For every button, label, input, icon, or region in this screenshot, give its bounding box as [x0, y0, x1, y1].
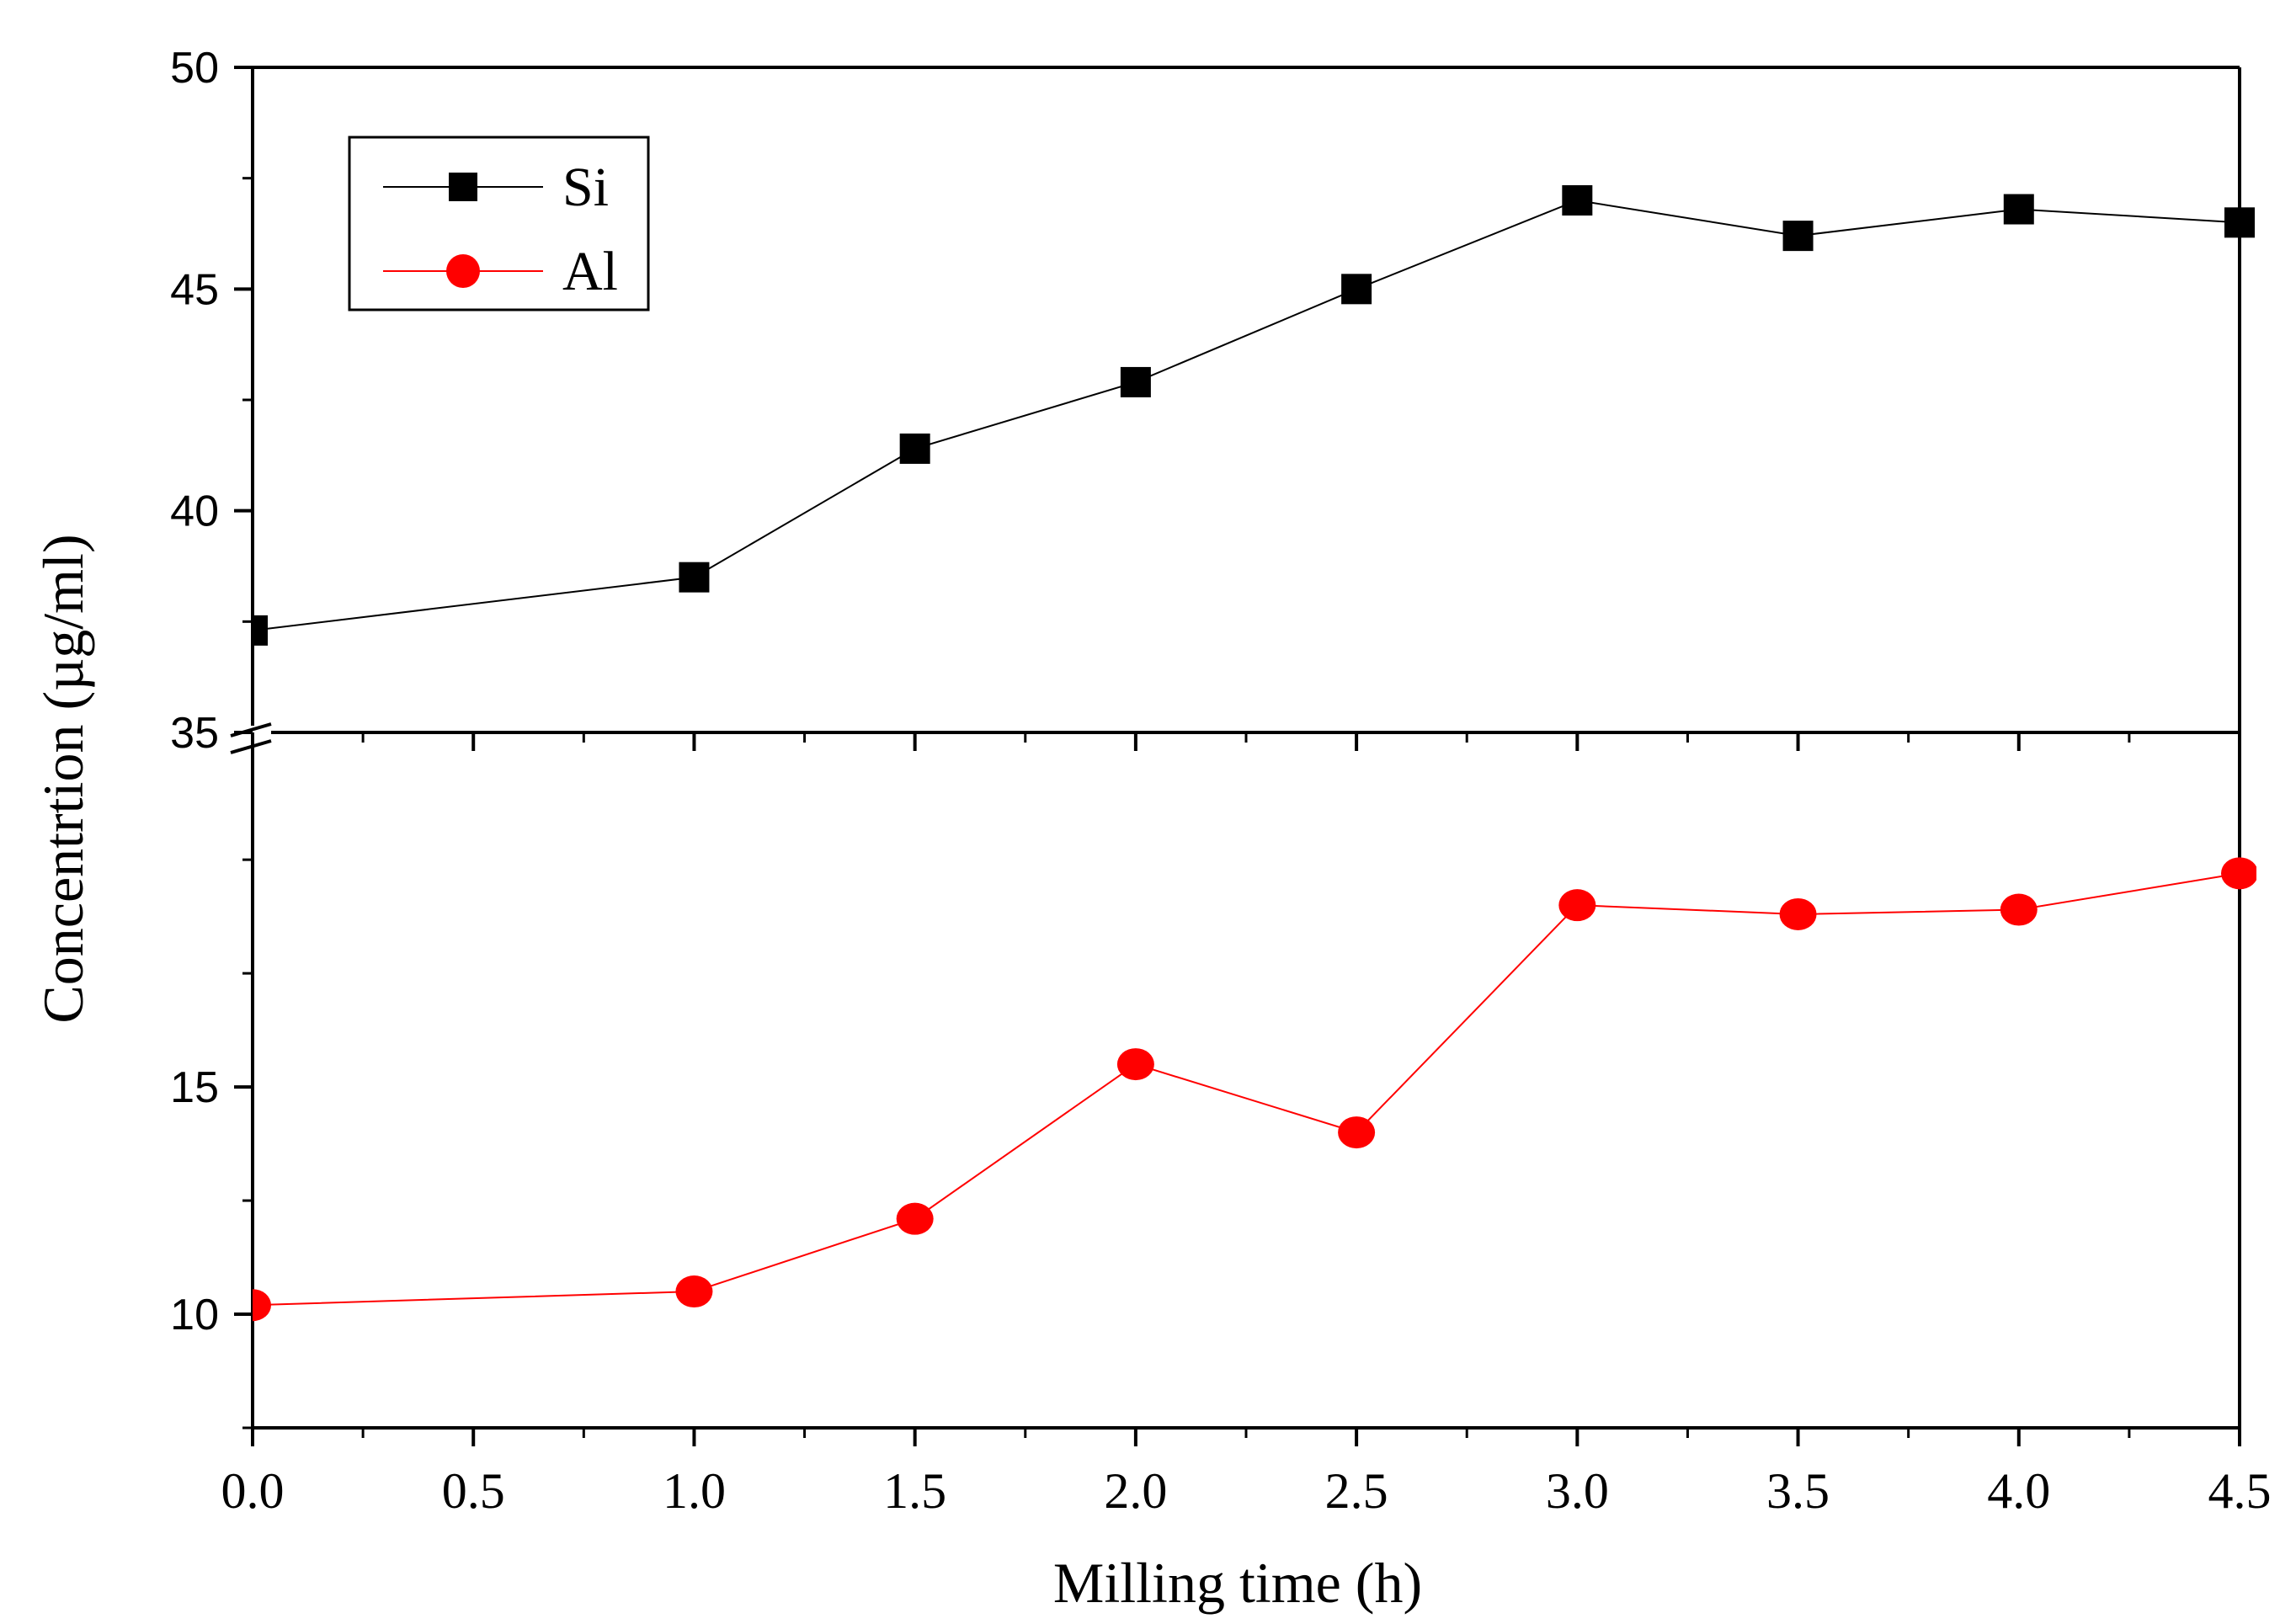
- data-point-al: [1779, 897, 1817, 930]
- data-point-al: [2000, 893, 2038, 926]
- upper-y-tick-label: 35: [170, 709, 219, 758]
- data-point-si: [2224, 207, 2255, 238]
- upper-y-tick-label: 45: [170, 265, 219, 314]
- series-si: [253, 185, 2255, 646]
- data-point-si: [1562, 185, 1593, 216]
- x-axis-title: Milling time (h): [1053, 1551, 1422, 1615]
- y-axis-title: Concentrtion (µg/ml): [31, 534, 95, 1023]
- legend-box: [348, 136, 650, 311]
- axes-layer: 0.0 0.5 1.0 1.5 2.0 2.5 3.0 3.5 4.0 4.5 35 40 45 50 10…: [170, 44, 2271, 1519]
- series-line-al: [253, 872, 2240, 1307]
- x-tick-label: 0.0: [221, 1463, 285, 1519]
- data-point-si: [1782, 221, 1814, 252]
- data-point-al: [896, 1202, 934, 1235]
- data-point-al: [675, 1275, 713, 1308]
- data-point-al: [1558, 889, 1596, 922]
- data-point-si: [679, 562, 710, 593]
- x-tick-label: 0.5: [442, 1463, 505, 1519]
- data-point-si: [2003, 194, 2034, 225]
- x-tick-label: 2.0: [1104, 1463, 1167, 1519]
- legend: Si Al: [348, 136, 650, 311]
- legend-si-marker: [449, 173, 477, 201]
- x-tick-label: 1.5: [883, 1463, 946, 1519]
- series-al: [253, 857, 2256, 1322]
- data-point-si: [253, 615, 268, 646]
- upper-y-tick-label: 50: [170, 44, 219, 93]
- lower-y-tick-label: 10: [170, 1291, 219, 1339]
- x-tick-label: 2.5: [1325, 1463, 1388, 1519]
- data-point-al: [253, 1289, 271, 1322]
- legend-si-label: Si: [562, 157, 609, 218]
- data-point-si: [1120, 366, 1151, 397]
- x-tick-label: 3.5: [1766, 1463, 1830, 1519]
- legend-al-marker: [446, 254, 480, 288]
- lower-y-tick-label: 15: [170, 1063, 219, 1112]
- legend-al-label: Al: [562, 241, 618, 302]
- series-layer: [253, 185, 2256, 1322]
- x-tick-label: 4.5: [2208, 1463, 2272, 1519]
- data-point-al: [1338, 1116, 1376, 1149]
- data-point-al: [1116, 1048, 1154, 1081]
- x-tick-label: 3.0: [1546, 1463, 1609, 1519]
- data-point-al: [2221, 857, 2256, 890]
- upper-y-tick-label: 40: [170, 487, 219, 536]
- x-tick-label: 4.0: [1987, 1463, 2050, 1519]
- data-point-si: [899, 433, 930, 464]
- data-point-si: [1341, 274, 1372, 305]
- x-tick-label: 1.0: [663, 1463, 726, 1519]
